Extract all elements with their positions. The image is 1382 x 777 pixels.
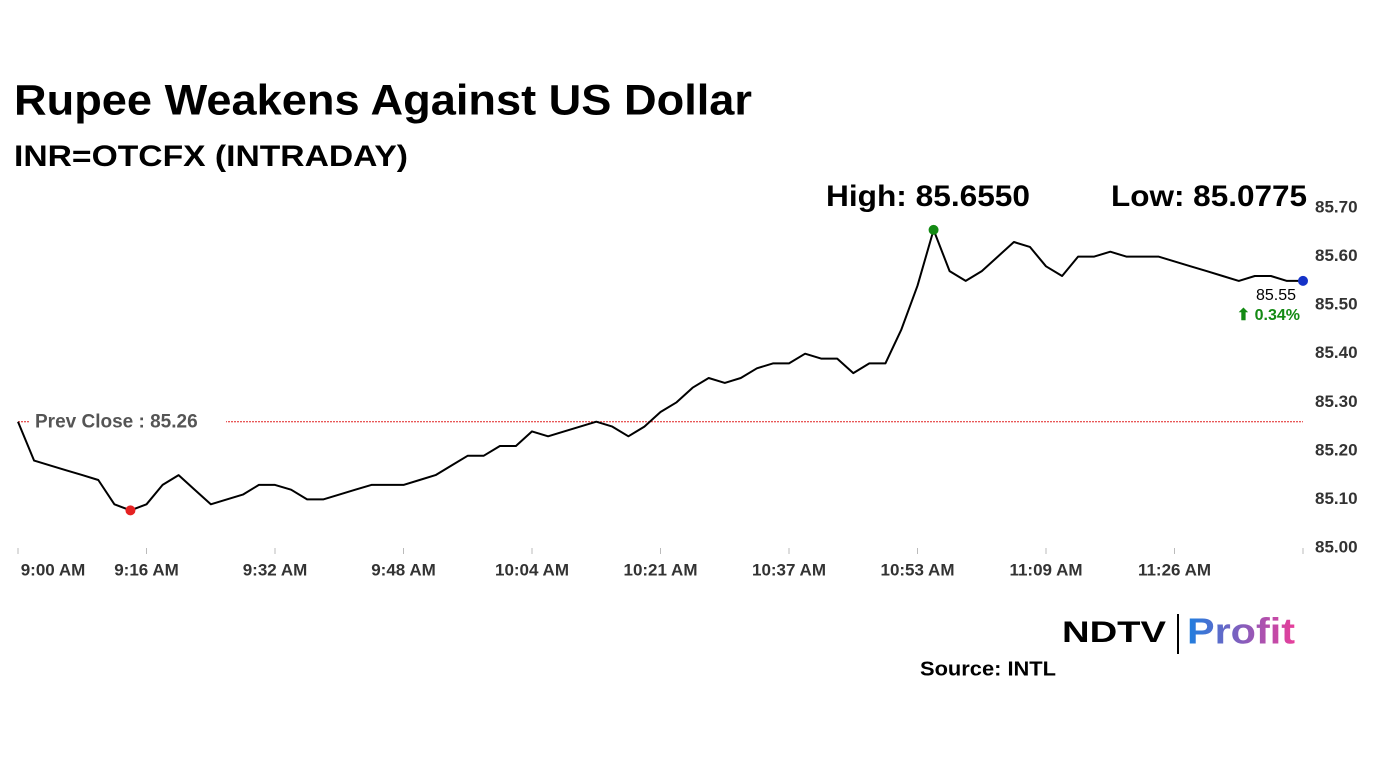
price-line <box>17 228 1303 512</box>
x-tick-label: 10:21 AM <box>623 560 697 579</box>
y-tick-label: 85.50 <box>1315 295 1358 314</box>
source: Source: INTL <box>920 658 1056 680</box>
y-tick-label: 85.70 <box>1315 197 1358 216</box>
logo-product: Profit <box>1187 611 1295 652</box>
x-tick-label: 11:26 AM <box>1138 560 1211 579</box>
reference-label-bg <box>30 409 226 434</box>
chart-title: Rupee Weakens Against US Dollar <box>14 76 752 124</box>
x-tick-label: 9:32 AM <box>243 560 308 579</box>
y-tick-label: 85.00 <box>1315 537 1358 556</box>
y-tick-label: 85.40 <box>1315 343 1358 362</box>
low-marker <box>125 505 136 516</box>
reference-label: Prev Close : 85.26 <box>35 412 198 433</box>
logo-brand: NDTV <box>1062 616 1166 649</box>
x-tick-label: 10:04 AM <box>495 560 569 579</box>
x-tick-label: 9:16 AM <box>114 560 179 579</box>
last-value-label: 85.55 <box>1256 287 1296 304</box>
high-annotation: High: 85.6550 <box>826 180 1030 213</box>
change-label: ⬆ 0.34% <box>1237 307 1300 324</box>
x-tick-label: 10:37 AM <box>752 560 826 579</box>
x-tick-label: 9:00 AM <box>21 560 86 579</box>
last-marker <box>1298 275 1308 286</box>
x-tick-label: 9:48 AM <box>371 560 436 579</box>
chart-subtitle: INR=OTCFX (INTRADAY) <box>14 140 408 173</box>
x-tick-label: 10:53 AM <box>880 560 954 579</box>
high-marker <box>928 224 939 235</box>
y-tick-label: 85.20 <box>1315 440 1358 459</box>
low-annotation: Low: 85.0775 <box>1111 180 1307 213</box>
y-tick-label: 85.60 <box>1315 246 1358 265</box>
y-tick-label: 85.10 <box>1315 489 1358 508</box>
y-tick-label: 85.30 <box>1315 392 1358 411</box>
x-tick-label: 11:09 AM <box>1009 560 1082 579</box>
